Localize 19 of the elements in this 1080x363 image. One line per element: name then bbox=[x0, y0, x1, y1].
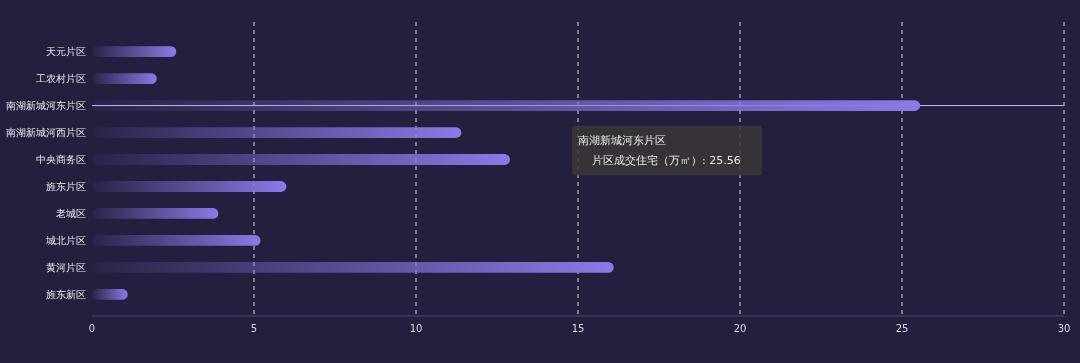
x-tick-label: 10 bbox=[409, 323, 423, 334]
y-tick-label: 旌东新区 bbox=[46, 288, 86, 300]
y-tick-label: 黄河片区 bbox=[46, 261, 86, 273]
y-tick-label: 南湖新城河东片区 bbox=[6, 100, 86, 112]
y-tick-label: 中央商务区 bbox=[36, 154, 86, 166]
x-tick-label: 5 bbox=[250, 323, 258, 334]
x-tick-label: 0 bbox=[88, 323, 96, 334]
y-tick-label: 老城区 bbox=[56, 207, 86, 219]
y-tick-label: 旌东片区 bbox=[46, 180, 86, 192]
y-tick-label: 工农村片区 bbox=[36, 73, 86, 85]
x-tick-label: 15 bbox=[571, 323, 585, 334]
y-tick-label: 南湖新城河西片区 bbox=[6, 127, 86, 139]
x-tick-label: 20 bbox=[733, 323, 747, 334]
x-tick-label: 25 bbox=[895, 323, 909, 334]
annotation: 南湖新城河东片区 bbox=[578, 133, 666, 147]
y-tick-label: 天元片区 bbox=[46, 46, 86, 58]
x-tick-label: 30 bbox=[1057, 323, 1071, 334]
annotation: 片区成交住宅（万㎡）: 25.56 bbox=[592, 153, 741, 167]
y-tick-label: 城北片区 bbox=[45, 234, 86, 246]
